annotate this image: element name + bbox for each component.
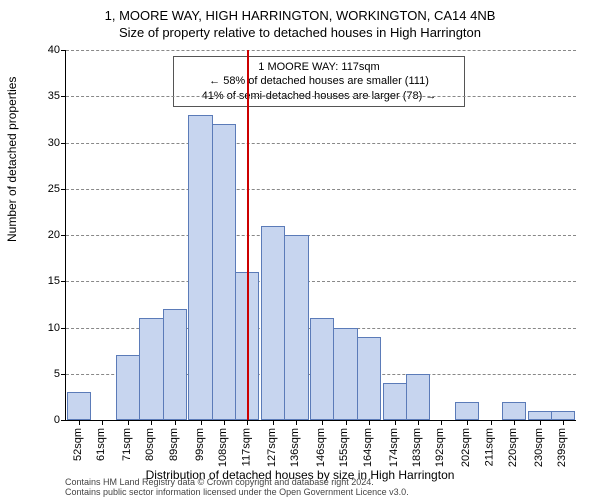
x-tick-mark xyxy=(224,420,225,425)
x-tick-label: 211sqm xyxy=(484,428,496,466)
grid-line xyxy=(66,281,576,282)
annotation-box: 1 MOORE WAY: 117sqm ← 58% of detached ho… xyxy=(173,56,465,107)
y-tick-mark xyxy=(61,420,66,421)
annotation-line1: 1 MOORE WAY: 117sqm xyxy=(180,60,458,74)
x-tick-mark xyxy=(273,420,274,425)
x-tick-mark xyxy=(175,420,176,425)
x-tick-label: 202sqm xyxy=(460,428,472,467)
chart-container: 1, MOORE WAY, HIGH HARRINGTON, WORKINGTO… xyxy=(0,0,600,500)
grid-line xyxy=(66,189,576,190)
y-tick-label: 20 xyxy=(30,229,60,241)
y-tick-mark xyxy=(61,189,66,190)
y-tick-mark xyxy=(61,328,66,329)
grid-line xyxy=(66,143,576,144)
chart-title-main: 1, MOORE WAY, HIGH HARRINGTON, WORKINGTO… xyxy=(0,0,600,23)
histogram-bar xyxy=(310,318,334,420)
x-tick-mark xyxy=(102,420,103,425)
histogram-bar xyxy=(212,124,236,420)
x-tick-mark xyxy=(395,420,396,425)
y-tick-label: 40 xyxy=(30,44,60,56)
histogram-bar xyxy=(284,235,308,420)
y-tick-mark xyxy=(61,281,66,282)
grid-line xyxy=(66,96,576,97)
x-tick-label: 61sqm xyxy=(95,428,107,461)
x-tick-mark xyxy=(322,420,323,425)
footnote-line2: Contains public sector information licen… xyxy=(65,488,409,498)
y-tick-mark xyxy=(61,143,66,144)
y-tick-label: 35 xyxy=(30,90,60,102)
histogram-bar xyxy=(551,411,575,420)
x-tick-mark xyxy=(128,420,129,425)
grid-line xyxy=(66,50,576,51)
y-tick-label: 10 xyxy=(30,322,60,334)
x-tick-label: 220sqm xyxy=(507,428,519,467)
y-tick-label: 5 xyxy=(30,368,60,380)
annotation-line2: ← 58% of detached houses are smaller (11… xyxy=(180,74,458,88)
x-tick-mark xyxy=(563,420,564,425)
footnote: Contains HM Land Registry data © Crown c… xyxy=(65,478,409,498)
histogram-bar xyxy=(333,328,357,421)
x-tick-label: 71sqm xyxy=(121,428,133,461)
y-tick-mark xyxy=(61,374,66,375)
x-tick-mark xyxy=(151,420,152,425)
histogram-bar xyxy=(455,402,479,421)
x-tick-mark xyxy=(514,420,515,425)
histogram-bar xyxy=(261,226,285,420)
y-tick-mark xyxy=(61,50,66,51)
x-tick-mark xyxy=(201,420,202,425)
y-tick-mark xyxy=(61,96,66,97)
y-tick-label: 15 xyxy=(30,275,60,287)
histogram-bar xyxy=(406,374,430,420)
x-tick-label: 52sqm xyxy=(72,428,84,461)
x-tick-mark xyxy=(369,420,370,425)
histogram-bar xyxy=(357,337,381,420)
x-tick-mark xyxy=(296,420,297,425)
plot-area: 1 MOORE WAY: 117sqm ← 58% of detached ho… xyxy=(65,50,576,421)
x-tick-mark xyxy=(79,420,80,425)
x-tick-label: 108sqm xyxy=(217,428,229,467)
x-tick-label: 164sqm xyxy=(362,428,374,467)
x-tick-mark xyxy=(418,420,419,425)
y-tick-mark xyxy=(61,235,66,236)
histogram-bar xyxy=(116,355,140,420)
x-tick-label: 136sqm xyxy=(289,428,301,467)
x-tick-mark xyxy=(540,420,541,425)
y-tick-label: 30 xyxy=(30,137,60,149)
histogram-bar xyxy=(67,392,91,420)
x-tick-label: 239sqm xyxy=(556,428,568,467)
x-tick-label: 99sqm xyxy=(194,428,206,461)
x-tick-mark xyxy=(247,420,248,425)
marker-line xyxy=(247,50,249,420)
x-tick-label: 192sqm xyxy=(434,428,446,467)
x-tick-label: 127sqm xyxy=(266,428,278,467)
histogram-bar xyxy=(502,402,526,421)
x-tick-label: 117sqm xyxy=(240,428,252,466)
histogram-bar xyxy=(528,411,552,420)
histogram-bar xyxy=(163,309,187,420)
y-tick-label: 0 xyxy=(30,414,60,426)
histogram-bar xyxy=(139,318,163,420)
chart-title-sub: Size of property relative to detached ho… xyxy=(0,23,600,40)
x-tick-mark xyxy=(346,420,347,425)
x-tick-label: 80sqm xyxy=(144,428,156,461)
x-tick-label: 174sqm xyxy=(388,428,400,467)
x-tick-label: 155sqm xyxy=(339,428,351,467)
x-tick-mark xyxy=(441,420,442,425)
x-tick-label: 230sqm xyxy=(533,428,545,467)
grid-line xyxy=(66,235,576,236)
y-axis-label: Number of detached properties xyxy=(5,77,19,242)
histogram-bar xyxy=(383,383,407,420)
x-tick-label: 146sqm xyxy=(315,428,327,467)
x-tick-label: 183sqm xyxy=(411,428,423,467)
x-tick-mark xyxy=(491,420,492,425)
x-tick-label: 89sqm xyxy=(168,428,180,461)
histogram-bar xyxy=(188,115,212,420)
x-tick-mark xyxy=(467,420,468,425)
y-tick-label: 25 xyxy=(30,183,60,195)
